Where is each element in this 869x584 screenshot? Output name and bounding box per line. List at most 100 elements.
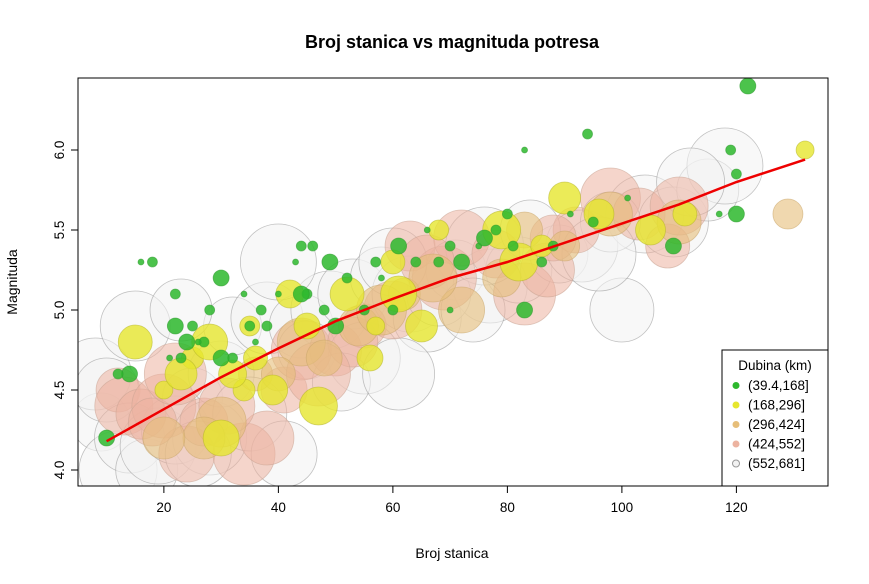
x-tick-label: 100 <box>611 500 634 515</box>
data-point <box>175 352 187 364</box>
points-layer <box>78 78 815 486</box>
data-point <box>244 320 256 332</box>
x-axis-label: Broj stanica <box>415 545 488 561</box>
data-point <box>321 253 339 271</box>
data-point <box>178 333 196 351</box>
data-point <box>582 128 593 140</box>
legend-swatch <box>732 382 740 389</box>
data-point <box>516 301 533 319</box>
data-point <box>154 380 174 400</box>
data-point <box>187 320 198 332</box>
legend-swatch <box>732 401 740 409</box>
data-point <box>295 240 307 252</box>
data-point <box>730 168 742 180</box>
data-point <box>274 290 282 298</box>
series--39-4-168- <box>98 78 757 447</box>
legend-title: Dubina (km) <box>738 358 812 373</box>
data-point <box>202 419 240 457</box>
data-point <box>257 374 289 406</box>
legend-label: (296,424] <box>748 417 805 432</box>
data-point <box>292 285 310 303</box>
data-point <box>476 229 493 247</box>
y-tick-label: 4.0 <box>52 461 67 480</box>
data-point <box>117 324 153 360</box>
data-point <box>408 253 458 303</box>
x-tick-label: 120 <box>725 500 748 515</box>
y-tick-label: 5.5 <box>52 221 67 240</box>
data-point <box>292 258 299 266</box>
data-point <box>587 216 599 228</box>
data-point <box>501 208 513 220</box>
data-point <box>390 237 408 255</box>
data-point <box>212 349 230 367</box>
data-point <box>635 214 666 246</box>
data-point <box>252 338 259 346</box>
y-tick-label: 5.0 <box>52 301 67 320</box>
data-point <box>444 240 456 252</box>
data-point <box>438 286 485 334</box>
data-point <box>243 345 268 371</box>
data-point <box>194 338 202 346</box>
data-point <box>147 256 158 268</box>
data-point <box>204 304 216 316</box>
data-point <box>795 140 815 160</box>
data-point <box>137 258 145 266</box>
legend-swatch <box>732 421 740 428</box>
trend-layer <box>105 158 806 443</box>
data-point <box>507 240 519 252</box>
data-point <box>212 269 230 287</box>
data-point <box>446 306 454 314</box>
x-tick-label: 60 <box>385 500 400 515</box>
data-point <box>169 288 181 300</box>
data-point <box>725 144 737 156</box>
y-tick-label: 6.0 <box>52 141 67 160</box>
data-point <box>299 386 338 426</box>
data-point <box>521 146 528 154</box>
data-point <box>318 304 330 316</box>
data-point <box>121 365 138 383</box>
data-point <box>261 320 273 332</box>
data-point <box>727 205 745 223</box>
data-point <box>356 344 384 372</box>
plot-area <box>78 78 815 486</box>
legend-label: (552,681] <box>748 456 805 471</box>
data-point <box>112 368 124 380</box>
data-point <box>490 224 502 236</box>
y-axis: 4.0 4.5 5.0 5.5 6.0 <box>52 141 78 480</box>
data-point <box>715 210 723 218</box>
data-point <box>405 309 438 343</box>
x-axis: 20 40 60 80 100 120 <box>156 485 748 515</box>
data-point <box>305 339 343 377</box>
data-point <box>548 181 582 215</box>
data-point <box>772 198 804 230</box>
x-tick-label: 80 <box>500 500 515 515</box>
chart-title: Broj stanica vs magnituda potresa <box>305 32 600 52</box>
y-tick-label: 4.5 <box>52 381 67 400</box>
data-point <box>378 274 385 282</box>
legend-label: (168,296] <box>748 398 805 413</box>
legend-label: (39.4,168] <box>748 378 809 393</box>
data-point <box>739 78 757 95</box>
data-point <box>453 253 470 271</box>
data-point <box>240 290 248 298</box>
data-point <box>255 304 267 316</box>
data-point <box>536 256 548 268</box>
data-point <box>428 219 450 241</box>
legend-swatch <box>732 459 740 468</box>
trend-line <box>105 158 806 443</box>
data-point <box>665 237 682 255</box>
data-point <box>423 226 431 234</box>
x-tick-label: 40 <box>271 500 286 515</box>
data-point <box>566 210 574 218</box>
series--168-296- <box>117 140 815 457</box>
data-point <box>366 316 386 336</box>
data-point <box>624 194 632 202</box>
data-point <box>142 416 186 460</box>
data-point <box>410 256 422 268</box>
data-point <box>307 240 319 252</box>
legend-swatch <box>732 440 740 448</box>
data-point <box>166 317 184 335</box>
data-point <box>380 275 418 313</box>
legend: Dubina (km) (39.4,168] (168,296] (296,424]… <box>721 349 829 487</box>
